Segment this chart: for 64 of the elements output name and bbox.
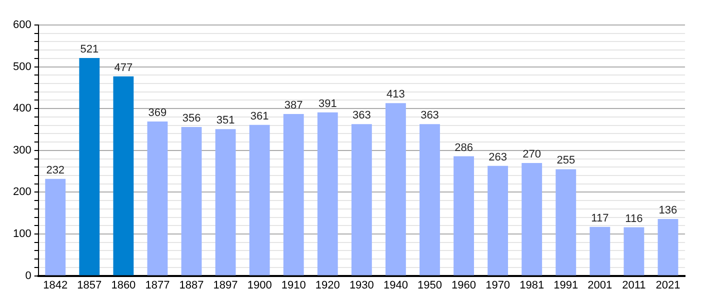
x-tick-label: 1920 (315, 279, 340, 292)
y-tick-label: 300 (12, 144, 32, 156)
data-label: 232 (46, 164, 65, 176)
data-label: 387 (284, 100, 303, 112)
data-label: 391 (318, 98, 337, 110)
bar (590, 226, 610, 276)
y-tick-label: 0 (25, 270, 32, 282)
data-label: 356 (182, 112, 201, 125)
bar (386, 103, 406, 276)
data-label: 363 (352, 110, 371, 122)
data-label: 263 (488, 151, 507, 164)
bar (420, 124, 440, 276)
x-tick-label: 1950 (418, 279, 442, 292)
y-tick-label: 600 (12, 19, 32, 32)
x-tick-label: 1970 (486, 279, 510, 292)
data-label: 116 (625, 212, 643, 225)
x-tick-label: 1981 (520, 279, 544, 292)
data-label: 361 (250, 110, 269, 122)
bar (181, 126, 202, 276)
bar (249, 124, 270, 276)
x-tick-label: 2001 (588, 279, 612, 292)
data-label: 136 (658, 204, 678, 216)
x-tick-label: 1900 (247, 279, 272, 292)
data-label: 413 (386, 88, 405, 101)
x-tick-label: 1860 (111, 279, 136, 292)
x-tick-label: 1940 (383, 279, 408, 292)
x-tick-label: 1897 (213, 279, 238, 292)
data-label: 286 (454, 142, 473, 154)
bar (351, 124, 372, 276)
y-tick-label: 400 (12, 102, 32, 115)
bar (45, 178, 66, 276)
x-tick-label: 1887 (179, 279, 204, 292)
y-tick-label: 100 (12, 228, 32, 240)
x-tick-label: 1877 (145, 279, 170, 292)
bar (454, 156, 474, 276)
bar (658, 218, 678, 276)
bar (147, 122, 168, 276)
bar (556, 169, 576, 276)
y-tick-label: 500 (12, 60, 32, 73)
data-label: 369 (148, 107, 167, 120)
bar (79, 58, 100, 276)
bar (522, 162, 542, 276)
bar (215, 129, 236, 276)
bar (488, 166, 508, 276)
x-tick-label: 1960 (452, 279, 476, 292)
y-tick-label: 200 (12, 186, 32, 198)
data-label: 351 (216, 114, 235, 127)
data-label: 270 (522, 148, 542, 160)
data-label: 117 (591, 212, 609, 224)
data-label: 521 (80, 44, 99, 56)
data-label: 255 (556, 154, 576, 167)
bar (113, 76, 134, 276)
x-tick-label: 2021 (656, 279, 680, 292)
x-tick-label: 1842 (43, 279, 68, 292)
x-tick-label: 1991 (554, 279, 578, 292)
data-label: 477 (114, 62, 133, 74)
x-tick-label: 1930 (349, 279, 374, 292)
bar (624, 227, 644, 276)
bar (317, 112, 338, 276)
data-label: 363 (420, 110, 439, 122)
x-tick-label: 1857 (77, 279, 102, 292)
x-tick-label: 1910 (281, 279, 306, 292)
bar (283, 114, 304, 276)
x-tick-label: 2011 (622, 279, 646, 292)
